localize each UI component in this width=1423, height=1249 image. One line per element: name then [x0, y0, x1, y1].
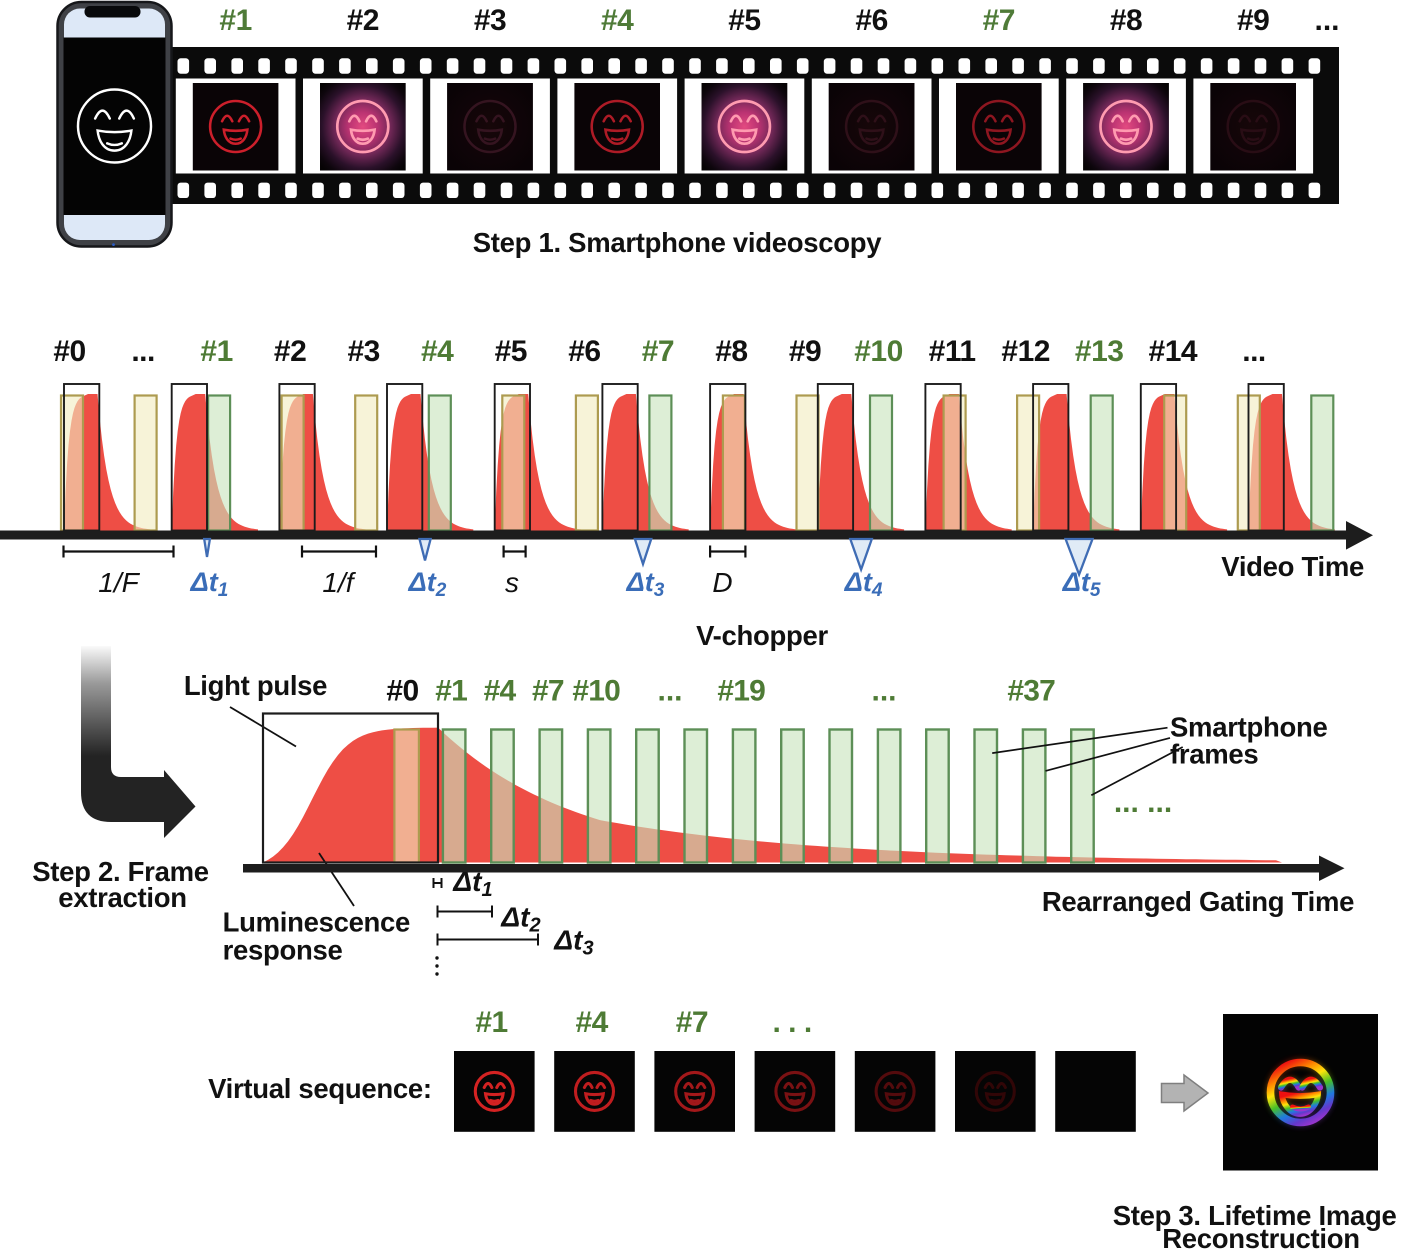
svg-text:#8: #8 [715, 335, 747, 368]
svg-text:frames: frames [1170, 739, 1258, 770]
svg-text:...: ... [657, 675, 682, 708]
svg-text:s: s [505, 567, 519, 598]
svg-text:. . .: . . . [773, 1006, 812, 1039]
svg-text:#1: #1 [219, 4, 251, 37]
svg-text:#5: #5 [728, 4, 760, 37]
svg-text:#4: #4 [484, 675, 517, 708]
svg-text:#11: #11 [929, 335, 976, 368]
svg-text:#3: #3 [474, 4, 506, 37]
svg-text:#1: #1 [435, 675, 467, 708]
svg-text:#0: #0 [53, 335, 85, 368]
svg-text:#4: #4 [576, 1006, 609, 1039]
svg-text:...: ... [871, 675, 896, 708]
svg-text:#4: #4 [421, 335, 454, 368]
svg-text:1/f: 1/f [322, 567, 356, 598]
svg-text:Light pulse: Light pulse [184, 670, 327, 701]
svg-text:response: response [223, 935, 343, 966]
svg-text:...: ... [1314, 4, 1339, 37]
svg-text:#19: #19 [717, 675, 765, 708]
svg-text:#6: #6 [855, 4, 887, 37]
svg-text:1/F: 1/F [98, 567, 140, 598]
svg-text:#8: #8 [1110, 4, 1142, 37]
svg-text:#10: #10 [572, 675, 620, 708]
svg-text:#1: #1 [200, 335, 232, 368]
svg-text:#6: #6 [568, 335, 600, 368]
svg-text:#9: #9 [1237, 4, 1269, 37]
svg-text:#7: #7 [532, 675, 564, 708]
svg-text:Virtual sequence:: Virtual sequence: [208, 1073, 432, 1104]
svg-text:...: ... [131, 335, 155, 368]
svg-text:#37: #37 [1007, 675, 1055, 708]
svg-text:#1: #1 [475, 1006, 507, 1039]
svg-text:Luminescence: Luminescence [223, 907, 410, 938]
svg-text:#13: #13 [1075, 335, 1124, 368]
svg-text:#9: #9 [789, 335, 821, 368]
svg-text:D: D [712, 567, 732, 598]
svg-text:V-chopper: V-chopper [696, 620, 828, 651]
svg-text:Step 2. Frame: Step 2. Frame [32, 856, 208, 887]
svg-text:#14: #14 [1149, 335, 1198, 368]
svg-text:#0: #0 [386, 675, 418, 708]
svg-text:Reconstruction: Reconstruction [1162, 1223, 1360, 1249]
svg-text:#7: #7 [642, 335, 674, 368]
svg-text:#2: #2 [274, 335, 306, 368]
svg-text:#7: #7 [983, 4, 1015, 37]
svg-text:#4: #4 [601, 4, 634, 37]
svg-text:Step 3. Lifetime Image: Step 3. Lifetime Image [1113, 1200, 1397, 1231]
svg-text:#12: #12 [1001, 335, 1050, 368]
svg-text:#2: #2 [347, 4, 379, 37]
svg-text:Step 1. Smartphone videoscopy: Step 1. Smartphone videoscopy [473, 227, 882, 258]
svg-text:...: ... [1242, 335, 1266, 368]
svg-text:... ...: ... ... [1114, 786, 1172, 819]
svg-text:extraction: extraction [58, 882, 186, 913]
svg-text:#3: #3 [348, 335, 380, 368]
svg-text:#5: #5 [495, 335, 527, 368]
svg-text:Smartphone: Smartphone [1170, 712, 1327, 743]
svg-text:#10: #10 [854, 335, 903, 368]
svg-text:Rearranged Gating Time: Rearranged Gating Time [1042, 886, 1354, 917]
svg-text:#7: #7 [676, 1006, 708, 1039]
svg-text:Video Time: Video Time [1221, 551, 1364, 582]
